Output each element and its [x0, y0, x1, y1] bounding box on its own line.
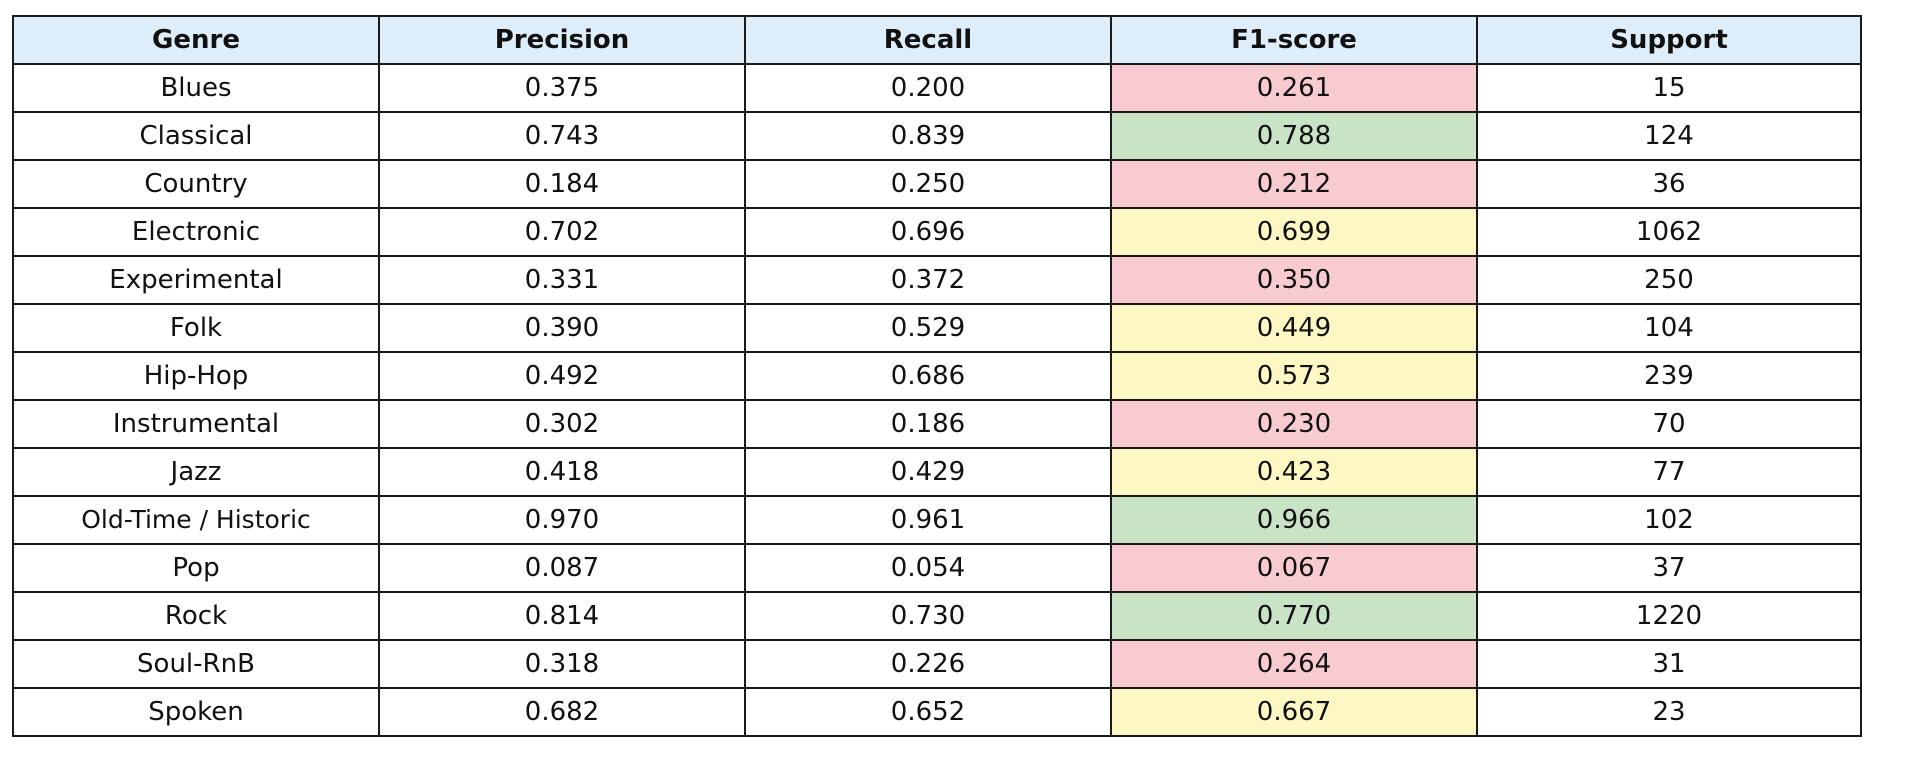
f1-score-cell: 0.966: [1110, 495, 1478, 545]
genre-cell: Blues: [12, 63, 380, 113]
header-cell-precision: Precision: [378, 15, 746, 65]
recall-cell: 0.652: [744, 687, 1112, 737]
genre-cell: Electronic: [12, 207, 380, 257]
table-row: Classical 0.743 0.839 0.788 124: [12, 111, 1862, 161]
precision-cell: 0.682: [378, 687, 746, 737]
genre-cell: Jazz: [12, 447, 380, 497]
recall-cell: 0.730: [744, 591, 1112, 641]
f1-score-cell: 0.423: [1110, 447, 1478, 497]
precision-cell: 0.331: [378, 255, 746, 305]
recall-cell: 0.186: [744, 399, 1112, 449]
f1-score-cell: 0.264: [1110, 639, 1478, 689]
f1-score-cell: 0.667: [1110, 687, 1478, 737]
f1-score-cell: 0.230: [1110, 399, 1478, 449]
table-row: Electronic 0.702 0.696 0.699 1062: [12, 207, 1862, 257]
genre-cell: Country: [12, 159, 380, 209]
genre-cell: Soul-RnB: [12, 639, 380, 689]
table-row: Blues 0.375 0.200 0.261 15: [12, 63, 1862, 113]
precision-cell: 0.184: [378, 159, 746, 209]
genre-cell: Classical: [12, 111, 380, 161]
genre-cell: Spoken: [12, 687, 380, 737]
genre-cell: Experimental: [12, 255, 380, 305]
support-cell: 1220: [1476, 591, 1862, 641]
table-row: Instrumental 0.302 0.186 0.230 70: [12, 399, 1862, 449]
header-cell-genre: Genre: [12, 15, 380, 65]
table-row: Spoken 0.682 0.652 0.667 23: [12, 687, 1862, 737]
f1-score-cell: 0.261: [1110, 63, 1478, 113]
precision-cell: 0.814: [378, 591, 746, 641]
recall-cell: 0.200: [744, 63, 1112, 113]
recall-cell: 0.250: [744, 159, 1112, 209]
recall-cell: 0.226: [744, 639, 1112, 689]
table-row: Soul-RnB 0.318 0.226 0.264 31: [12, 639, 1862, 689]
f1-score-cell: 0.573: [1110, 351, 1478, 401]
precision-cell: 0.743: [378, 111, 746, 161]
recall-cell: 0.686: [744, 351, 1112, 401]
header-cell-f1-score: F1-score: [1110, 15, 1478, 65]
precision-cell: 0.970: [378, 495, 746, 545]
table-row: Experimental 0.331 0.372 0.350 250: [12, 255, 1862, 305]
genre-cell: Hip-Hop: [12, 351, 380, 401]
table-row: Pop 0.087 0.054 0.067 37: [12, 543, 1862, 593]
precision-cell: 0.318: [378, 639, 746, 689]
support-cell: 104: [1476, 303, 1862, 353]
genre-cell: Rock: [12, 591, 380, 641]
f1-score-cell: 0.449: [1110, 303, 1478, 353]
genre-cell: Instrumental: [12, 399, 380, 449]
f1-score-cell: 0.350: [1110, 255, 1478, 305]
precision-cell: 0.302: [378, 399, 746, 449]
precision-cell: 0.418: [378, 447, 746, 497]
table-body: Blues 0.375 0.200 0.261 15 Classical 0.743 0.83…: [12, 63, 1862, 737]
table-row: Hip-Hop 0.492 0.686 0.573 239: [12, 351, 1862, 401]
recall-cell: 0.054: [744, 543, 1112, 593]
table-row: Jazz 0.418 0.429 0.423 77: [12, 447, 1862, 497]
table-row: Folk 0.390 0.529 0.449 104: [12, 303, 1862, 353]
f1-score-cell: 0.212: [1110, 159, 1478, 209]
recall-cell: 0.839: [744, 111, 1112, 161]
recall-cell: 0.696: [744, 207, 1112, 257]
support-cell: 31: [1476, 639, 1862, 689]
table-row: Country 0.184 0.250 0.212 36: [12, 159, 1862, 209]
support-cell: 124: [1476, 111, 1862, 161]
support-cell: 77: [1476, 447, 1862, 497]
genre-cell: Old-Time / Historic: [12, 495, 380, 545]
precision-cell: 0.375: [378, 63, 746, 113]
precision-cell: 0.702: [378, 207, 746, 257]
header-row: Genre Precision Recall F1-score Support: [12, 15, 1862, 65]
genre-cell: Pop: [12, 543, 380, 593]
table-row: Old-Time / Historic 0.970 0.961 0.966 102: [12, 495, 1862, 545]
precision-cell: 0.492: [378, 351, 746, 401]
genre-cell: Folk: [12, 303, 380, 353]
header-cell-recall: Recall: [744, 15, 1112, 65]
support-cell: 1062: [1476, 207, 1862, 257]
recall-cell: 0.429: [744, 447, 1112, 497]
support-cell: 15: [1476, 63, 1862, 113]
support-cell: 239: [1476, 351, 1862, 401]
f1-score-cell: 0.067: [1110, 543, 1478, 593]
f1-score-cell: 0.788: [1110, 111, 1478, 161]
precision-cell: 0.390: [378, 303, 746, 353]
recall-cell: 0.372: [744, 255, 1112, 305]
f1-score-cell: 0.770: [1110, 591, 1478, 641]
support-cell: 23: [1476, 687, 1862, 737]
header-cell-support: Support: [1476, 15, 1862, 65]
recall-cell: 0.961: [744, 495, 1112, 545]
genre-metrics-table: Genre Precision Recall F1-score Support …: [12, 15, 1862, 737]
recall-cell: 0.529: [744, 303, 1112, 353]
f1-score-cell: 0.699: [1110, 207, 1478, 257]
support-cell: 102: [1476, 495, 1862, 545]
support-cell: 70: [1476, 399, 1862, 449]
table-row: Rock 0.814 0.730 0.770 1220: [12, 591, 1862, 641]
support-cell: 36: [1476, 159, 1862, 209]
support-cell: 37: [1476, 543, 1862, 593]
precision-cell: 0.087: [378, 543, 746, 593]
support-cell: 250: [1476, 255, 1862, 305]
